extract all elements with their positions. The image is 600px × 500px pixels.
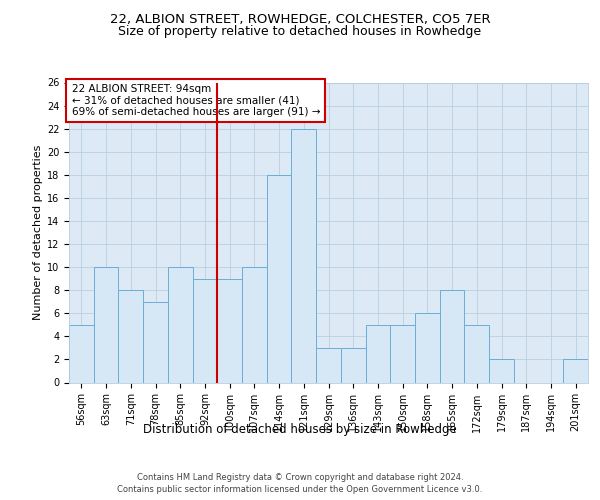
Text: 22 ALBION STREET: 94sqm
← 31% of detached houses are smaller (41)
69% of semi-de: 22 ALBION STREET: 94sqm ← 31% of detache…: [71, 84, 320, 117]
Bar: [440, 290, 464, 382]
Text: 22, ALBION STREET, ROWHEDGE, COLCHESTER, CO5 7ER: 22, ALBION STREET, ROWHEDGE, COLCHESTER,…: [110, 12, 490, 26]
Bar: [143, 302, 168, 382]
Text: Contains HM Land Registry data © Crown copyright and database right 2024.: Contains HM Land Registry data © Crown c…: [137, 472, 463, 482]
Bar: [464, 325, 489, 382]
Bar: [94, 267, 118, 382]
Bar: [193, 278, 217, 382]
Text: Contains public sector information licensed under the Open Government Licence v3: Contains public sector information licen…: [118, 485, 482, 494]
Bar: [365, 325, 390, 382]
Bar: [267, 175, 292, 382]
Bar: [242, 267, 267, 382]
Bar: [292, 128, 316, 382]
Text: Size of property relative to detached houses in Rowhedge: Size of property relative to detached ho…: [118, 25, 482, 38]
Bar: [415, 314, 440, 382]
Bar: [168, 267, 193, 382]
Bar: [563, 360, 588, 382]
Bar: [217, 278, 242, 382]
Text: Distribution of detached houses by size in Rowhedge: Distribution of detached houses by size …: [143, 422, 457, 436]
Bar: [316, 348, 341, 382]
Y-axis label: Number of detached properties: Number of detached properties: [32, 145, 43, 320]
Bar: [489, 360, 514, 382]
Bar: [69, 325, 94, 382]
Bar: [118, 290, 143, 382]
Bar: [390, 325, 415, 382]
Bar: [341, 348, 365, 382]
